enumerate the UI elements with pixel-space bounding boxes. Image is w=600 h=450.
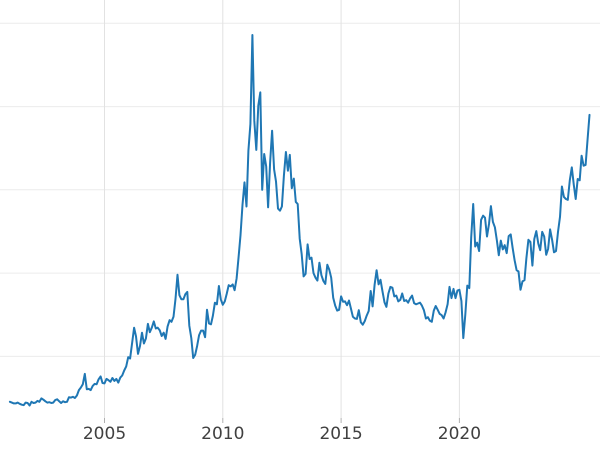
x-axis-label: 2005 xyxy=(82,424,127,444)
x-axis-label: 2015 xyxy=(319,424,363,444)
x-axis-label: 2020 xyxy=(437,424,482,444)
price-line xyxy=(8,34,591,407)
x-axis-label: 2010 xyxy=(201,424,245,444)
